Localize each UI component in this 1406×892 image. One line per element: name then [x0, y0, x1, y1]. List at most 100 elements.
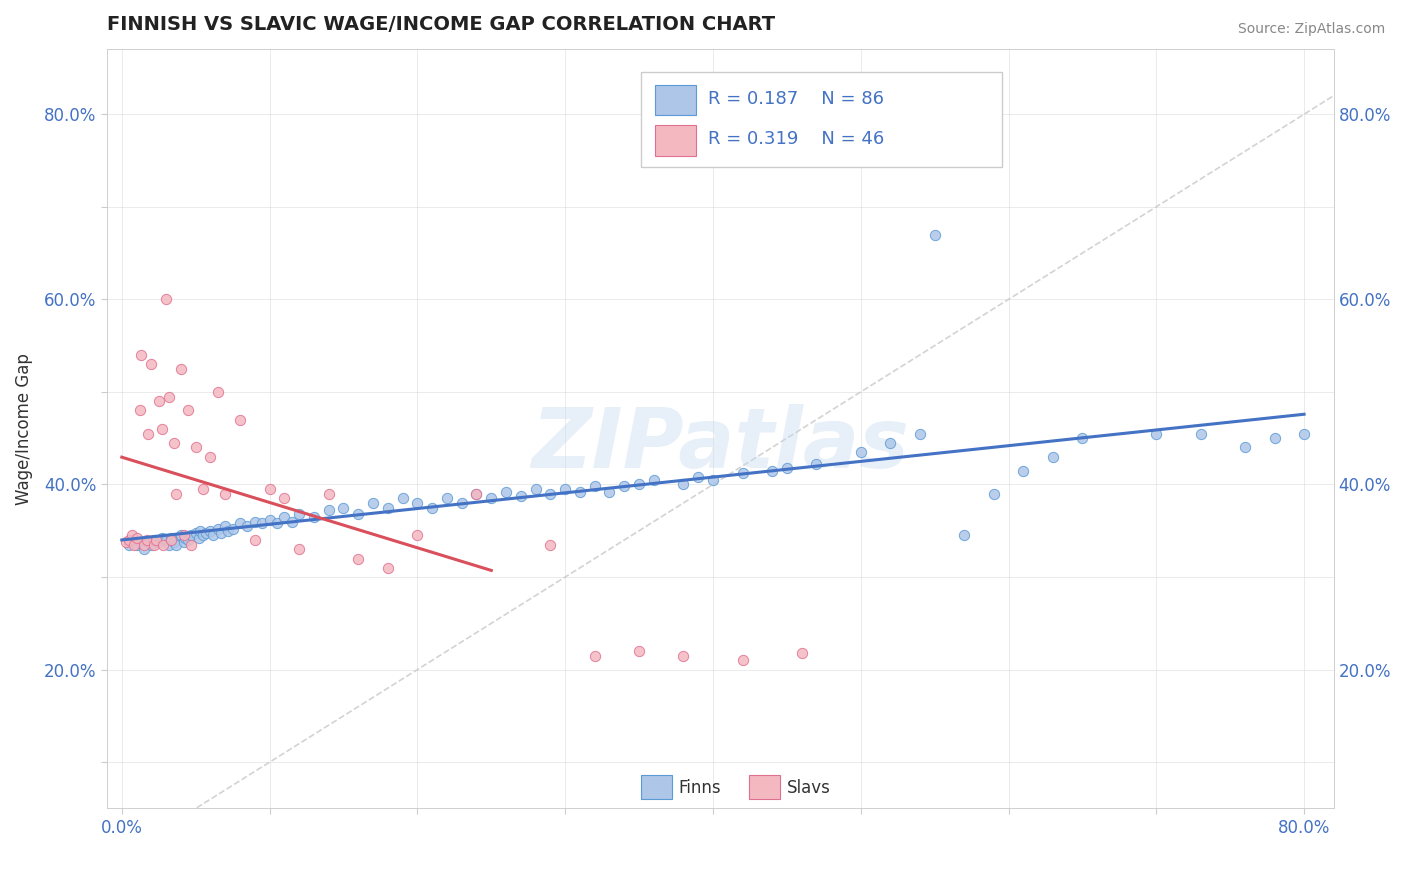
Point: [273, 491, 295, 506]
Point: [188, 524, 211, 538]
Point: [180, 528, 202, 542]
Point: [672, 477, 695, 491]
Point: [849, 445, 872, 459]
Point: [115, 534, 138, 549]
Point: [495, 484, 517, 499]
Point: [243, 515, 266, 529]
Point: [217, 524, 239, 538]
Point: [302, 509, 325, 524]
FancyBboxPatch shape: [641, 72, 1002, 167]
Point: [184, 525, 207, 540]
Point: [1233, 441, 1256, 455]
Point: [318, 503, 340, 517]
Point: [688, 470, 710, 484]
Point: [479, 491, 502, 506]
Point: [281, 515, 304, 529]
Point: [145, 533, 167, 547]
Point: [420, 500, 443, 515]
Point: [318, 487, 340, 501]
Point: [583, 479, 606, 493]
Point: [166, 538, 188, 552]
Point: [406, 528, 429, 542]
Point: [209, 525, 232, 540]
Point: [122, 533, 145, 547]
Point: [191, 528, 214, 542]
Point: [643, 473, 665, 487]
Point: [406, 496, 429, 510]
Point: [436, 491, 458, 506]
Point: [1071, 431, 1094, 445]
Point: [132, 542, 155, 557]
Point: [180, 538, 202, 552]
Point: [214, 487, 236, 501]
Point: [162, 534, 184, 549]
Point: [347, 551, 370, 566]
Point: [166, 487, 188, 501]
Point: [187, 531, 209, 545]
Point: [259, 513, 281, 527]
Point: [628, 644, 651, 658]
Point: [162, 435, 184, 450]
Bar: [748, 775, 780, 799]
Point: [1189, 426, 1212, 441]
Point: [554, 482, 576, 496]
Point: [273, 509, 295, 524]
Point: [125, 531, 148, 545]
Point: [157, 538, 180, 552]
Point: [347, 507, 370, 521]
Point: [128, 403, 150, 417]
Point: [332, 500, 354, 515]
Point: [132, 538, 155, 552]
Point: [177, 403, 200, 417]
Point: [214, 519, 236, 533]
Point: [250, 516, 273, 531]
Point: [1294, 426, 1316, 441]
Point: [173, 528, 195, 542]
Point: [731, 653, 754, 667]
Point: [155, 533, 177, 547]
Point: [391, 491, 413, 506]
Point: [173, 534, 195, 549]
Point: [266, 516, 288, 531]
Point: [524, 482, 547, 496]
Point: [450, 496, 472, 510]
Point: [731, 467, 754, 481]
Point: [598, 484, 620, 499]
Point: [170, 361, 193, 376]
Point: [125, 538, 148, 552]
Point: [568, 484, 591, 499]
Point: [361, 496, 384, 510]
Point: [377, 500, 399, 515]
Y-axis label: Wage/Income Gap: Wage/Income Gap: [15, 353, 32, 505]
Point: [200, 450, 222, 464]
Point: [229, 516, 252, 531]
Point: [159, 533, 181, 547]
Point: [200, 524, 222, 538]
Point: [776, 460, 799, 475]
Point: [150, 531, 173, 545]
Point: [121, 528, 143, 542]
Point: [141, 538, 163, 552]
Point: [143, 538, 166, 552]
Point: [174, 531, 197, 545]
Point: [155, 293, 177, 307]
Point: [143, 533, 166, 547]
Point: [202, 528, 225, 542]
Point: [207, 384, 229, 399]
Point: [702, 473, 724, 487]
Point: [465, 487, 488, 501]
Point: [150, 422, 173, 436]
Text: ZIPatlas: ZIPatlas: [531, 403, 910, 484]
Point: [509, 489, 531, 503]
Point: [229, 413, 252, 427]
Point: [1012, 464, 1035, 478]
Point: [136, 533, 159, 547]
Point: [148, 534, 170, 549]
Text: Finns: Finns: [679, 779, 721, 797]
Point: [628, 477, 651, 491]
Point: [243, 533, 266, 547]
Point: [129, 348, 152, 362]
Point: [152, 538, 174, 552]
Point: [377, 561, 399, 575]
Point: [953, 528, 976, 542]
